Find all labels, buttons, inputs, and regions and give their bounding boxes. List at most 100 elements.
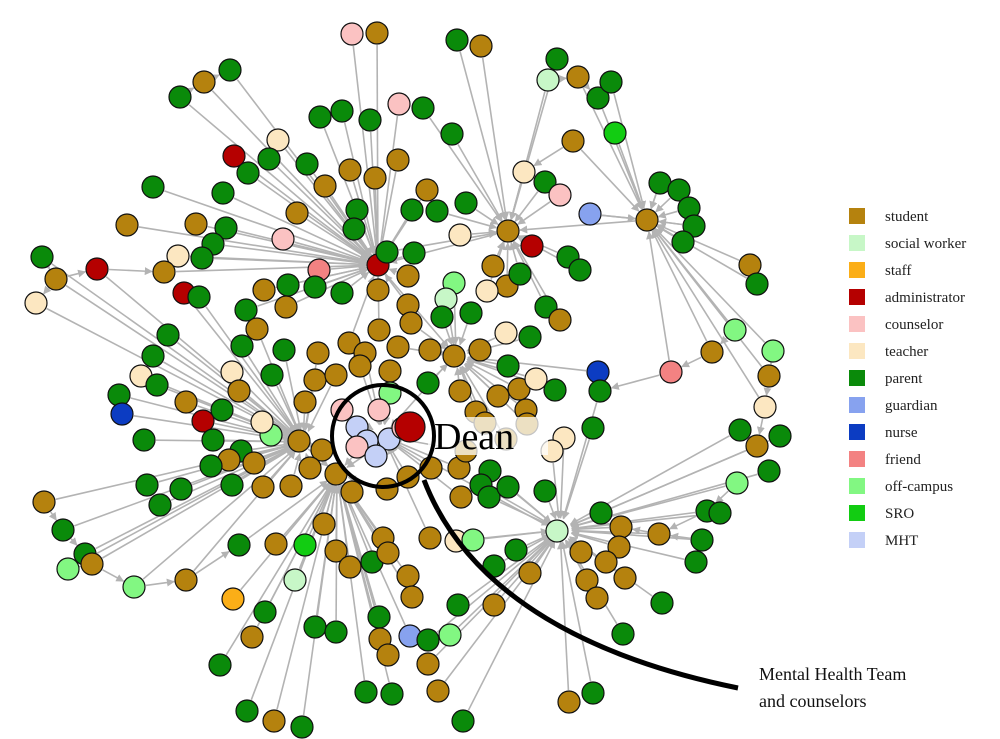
node-student (376, 541, 400, 565)
node-student (324, 363, 348, 387)
node-parent (504, 538, 528, 562)
node-student (227, 379, 251, 403)
node-teacher (24, 291, 48, 315)
node-student (442, 344, 466, 368)
node-sro (293, 533, 317, 557)
network-edge (756, 418, 765, 435)
node-parent (411, 96, 435, 120)
node-student (242, 451, 266, 475)
node-student (348, 354, 372, 378)
legend-label-student: student (885, 209, 929, 225)
network-edge (558, 74, 567, 83)
node-student (312, 512, 336, 536)
node-parent (477, 485, 501, 509)
legend-swatch-teacher (849, 343, 865, 359)
node-student (469, 34, 493, 58)
node-student (647, 522, 671, 546)
node-student (386, 335, 410, 359)
node-parent (380, 682, 404, 706)
node-parent (588, 379, 612, 403)
node-student (313, 174, 337, 198)
node-student (264, 532, 288, 556)
legend-swatch-friend (849, 451, 865, 467)
network-edge (195, 550, 230, 575)
node-student (174, 568, 198, 592)
node-parent (30, 245, 54, 269)
network-edge (655, 197, 671, 213)
node-administrator (520, 234, 544, 258)
node-parent (308, 105, 332, 129)
node-parent (145, 373, 169, 397)
node-parent (330, 99, 354, 123)
node-parent (199, 454, 223, 478)
node-student (306, 341, 330, 365)
network-edge (257, 179, 369, 259)
node-student (192, 70, 216, 94)
node-counselor (548, 183, 572, 207)
node-parent (51, 518, 75, 542)
node-student (569, 540, 593, 564)
network-edge (393, 439, 449, 465)
node-parent (272, 338, 296, 362)
node-parent (303, 275, 327, 299)
node-student (635, 208, 659, 232)
node-parent (667, 178, 691, 202)
node-teacher (166, 244, 190, 268)
node-student (287, 429, 311, 453)
node-parent (201, 428, 225, 452)
network-edge (559, 541, 592, 682)
node-parent (295, 152, 319, 176)
node-parent (508, 262, 532, 286)
node-student (426, 679, 450, 703)
node-student (298, 456, 322, 480)
node-parent (496, 475, 520, 499)
node-parent (260, 363, 284, 387)
legend-swatch-student (849, 208, 865, 224)
node-student (468, 338, 492, 362)
network-edge (475, 209, 499, 225)
node-parent (757, 459, 781, 483)
node-student (32, 490, 56, 514)
node-student (585, 586, 609, 610)
node-parent (342, 217, 366, 241)
node-parent (208, 653, 232, 677)
network-edge (175, 261, 367, 273)
legend: student social worker staff administrator co… (849, 208, 966, 549)
node-student (609, 515, 633, 539)
node-student (279, 474, 303, 498)
network-edge (720, 335, 729, 345)
node-student (44, 267, 68, 291)
network-edge (188, 104, 370, 258)
network-edge (360, 238, 372, 256)
node-parent (682, 214, 706, 238)
network-edge (669, 515, 697, 530)
node-guardian (578, 202, 602, 226)
network-edge (373, 189, 382, 254)
node-parent (303, 615, 327, 639)
network-edge (307, 385, 332, 432)
node-student (418, 338, 442, 362)
node-parent (141, 344, 165, 368)
node-off-campus (761, 339, 785, 363)
node-administrator (191, 409, 215, 433)
node-parent (236, 161, 260, 185)
node-parent (367, 605, 391, 629)
network-nodes (24, 21, 792, 739)
network-edge (260, 339, 300, 432)
node-teacher (494, 321, 518, 345)
node-parent (459, 301, 483, 325)
node-parent (324, 620, 348, 644)
node-counselor (340, 22, 364, 46)
node-student (481, 254, 505, 278)
network-edge (304, 452, 312, 462)
node-parent (148, 493, 172, 517)
node-student (745, 434, 769, 458)
node-teacher (250, 410, 274, 434)
node-student (386, 148, 410, 172)
node-student (375, 477, 399, 501)
network-edge (580, 149, 640, 212)
network-edge (562, 439, 591, 520)
network-edge (293, 452, 302, 475)
node-student (152, 260, 176, 284)
